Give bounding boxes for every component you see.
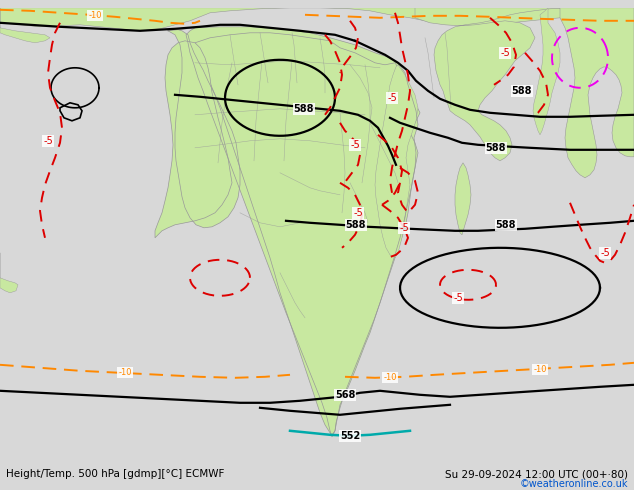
Polygon shape xyxy=(60,103,82,121)
Text: -10: -10 xyxy=(88,11,101,20)
Polygon shape xyxy=(415,8,634,161)
Polygon shape xyxy=(195,33,420,435)
Text: 588: 588 xyxy=(496,220,516,230)
Text: -5: -5 xyxy=(453,293,463,303)
Text: ©weatheronline.co.uk: ©weatheronline.co.uk xyxy=(519,479,628,489)
Polygon shape xyxy=(375,65,418,258)
Text: 568: 568 xyxy=(335,390,355,400)
Text: 588: 588 xyxy=(294,104,314,114)
Text: -5: -5 xyxy=(350,140,360,150)
Text: -10: -10 xyxy=(383,373,397,382)
Text: -5: -5 xyxy=(387,93,397,103)
Text: 552: 552 xyxy=(340,431,360,441)
Text: 588: 588 xyxy=(512,86,533,96)
Polygon shape xyxy=(455,163,471,235)
Polygon shape xyxy=(168,29,240,228)
Polygon shape xyxy=(0,8,50,43)
Polygon shape xyxy=(155,41,232,238)
Polygon shape xyxy=(0,8,634,31)
Text: -5: -5 xyxy=(500,48,510,58)
Text: -10: -10 xyxy=(119,368,132,377)
Polygon shape xyxy=(168,27,418,437)
Text: -5: -5 xyxy=(600,248,610,258)
Polygon shape xyxy=(533,8,560,135)
Text: -5: -5 xyxy=(353,208,363,218)
Text: 588: 588 xyxy=(486,143,507,153)
Text: Height/Temp. 500 hPa [gdmp][°C] ECMWF: Height/Temp. 500 hPa [gdmp][°C] ECMWF xyxy=(6,469,224,479)
Text: 588: 588 xyxy=(346,220,366,230)
Text: -5: -5 xyxy=(43,136,53,146)
Polygon shape xyxy=(0,253,18,293)
Polygon shape xyxy=(560,8,634,178)
Text: Su 29-09-2024 12:00 UTC (00+·80): Su 29-09-2024 12:00 UTC (00+·80) xyxy=(444,469,628,479)
Text: -10: -10 xyxy=(533,366,547,374)
Text: -5: -5 xyxy=(399,223,409,233)
